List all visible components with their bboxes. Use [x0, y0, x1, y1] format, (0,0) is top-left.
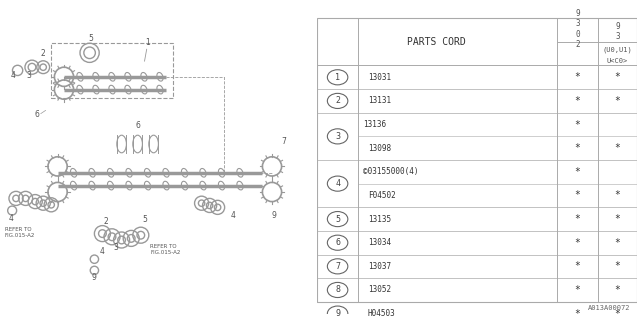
- Text: 6: 6: [335, 238, 340, 247]
- Text: 7: 7: [335, 262, 340, 271]
- Text: *: *: [575, 261, 580, 271]
- Text: 13136: 13136: [364, 120, 387, 129]
- Text: *: *: [575, 143, 580, 153]
- Text: 13098: 13098: [368, 144, 391, 153]
- Text: *: *: [575, 285, 580, 295]
- Text: 6: 6: [35, 110, 39, 119]
- Text: 4: 4: [10, 71, 15, 80]
- Text: 1: 1: [335, 73, 340, 82]
- Text: 3: 3: [26, 71, 31, 80]
- Text: 9: 9: [272, 211, 277, 220]
- Text: 13034: 13034: [368, 238, 391, 247]
- Text: 9
3: 9 3: [615, 21, 620, 41]
- Text: 13135: 13135: [368, 215, 391, 224]
- Text: *: *: [614, 261, 621, 271]
- Text: A013A00072: A013A00072: [588, 305, 630, 311]
- Text: *: *: [575, 238, 580, 248]
- Text: 7: 7: [282, 137, 287, 146]
- Text: *: *: [575, 72, 580, 82]
- Text: *: *: [614, 214, 621, 224]
- Text: *: *: [575, 308, 580, 319]
- Text: *: *: [575, 167, 580, 177]
- Text: *: *: [614, 143, 621, 153]
- Text: 13037: 13037: [368, 262, 391, 271]
- Text: *: *: [575, 120, 580, 130]
- Text: *: *: [614, 308, 621, 319]
- Text: 1: 1: [145, 38, 150, 47]
- Text: 5: 5: [335, 215, 340, 224]
- Text: *: *: [614, 72, 621, 82]
- Text: *: *: [614, 285, 621, 295]
- Text: *: *: [614, 190, 621, 200]
- Text: F04502: F04502: [368, 191, 396, 200]
- Text: PARTS CORD: PARTS CORD: [408, 37, 466, 47]
- Text: *: *: [575, 214, 580, 224]
- Text: 8: 8: [335, 285, 340, 294]
- Text: 2: 2: [104, 217, 109, 226]
- Text: 4: 4: [9, 214, 13, 223]
- Text: 4: 4: [230, 211, 236, 220]
- Text: 2: 2: [335, 96, 340, 105]
- Text: 13052: 13052: [368, 285, 391, 294]
- Text: 5: 5: [143, 215, 147, 224]
- Text: 9
3
0
2: 9 3 0 2: [575, 9, 580, 49]
- Text: 6: 6: [135, 121, 140, 130]
- Text: *: *: [575, 96, 580, 106]
- Text: REFER TO
FIG.015-A2: REFER TO FIG.015-A2: [150, 244, 180, 255]
- Text: 3: 3: [114, 243, 118, 252]
- Text: 5: 5: [89, 34, 93, 43]
- Text: 4: 4: [99, 247, 104, 256]
- Text: *: *: [614, 238, 621, 248]
- Text: 2: 2: [41, 49, 45, 58]
- Text: U<C0>: U<C0>: [607, 58, 628, 64]
- Text: 3: 3: [335, 132, 340, 141]
- Text: REFER TO
FIG.015-A2: REFER TO FIG.015-A2: [5, 227, 35, 238]
- Text: 4: 4: [335, 179, 340, 188]
- Text: *: *: [575, 190, 580, 200]
- Text: (U0,U1): (U0,U1): [603, 47, 632, 53]
- Text: 13031: 13031: [368, 73, 391, 82]
- Text: H04503: H04503: [368, 309, 396, 318]
- Text: ©03155000(4): ©03155000(4): [364, 167, 419, 176]
- Text: *: *: [614, 96, 621, 106]
- Text: 9: 9: [335, 309, 340, 318]
- Text: 13131: 13131: [368, 96, 391, 105]
- Text: 9: 9: [92, 273, 97, 282]
